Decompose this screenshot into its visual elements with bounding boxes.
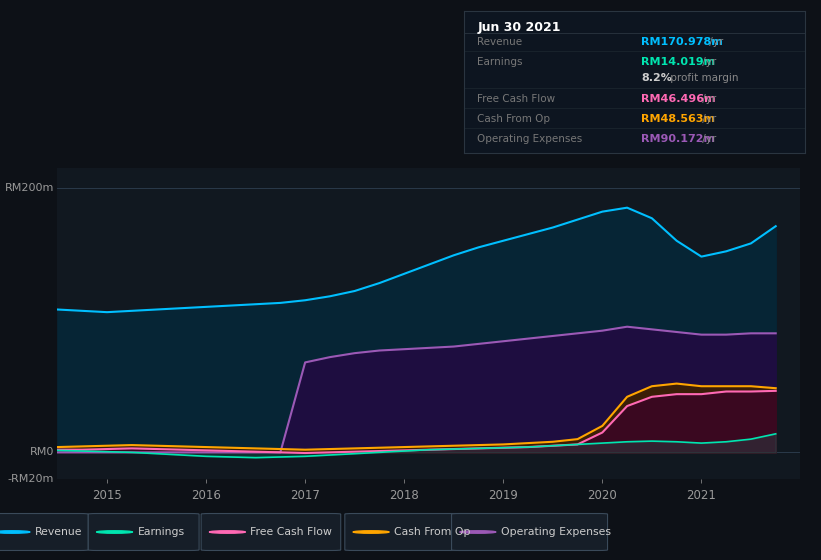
Circle shape [353,531,389,533]
Text: Cash From Op: Cash From Op [394,527,470,537]
Text: Operating Expenses: Operating Expenses [478,134,583,144]
Text: Jun 30 2021: Jun 30 2021 [478,21,561,34]
FancyBboxPatch shape [201,514,341,550]
Text: /yr: /yr [699,114,717,124]
Text: 8.2%: 8.2% [641,73,672,83]
Circle shape [0,531,30,533]
Text: RM14.019m: RM14.019m [641,57,715,67]
Text: /yr: /yr [706,37,723,47]
FancyBboxPatch shape [345,514,476,550]
Text: -RM20m: -RM20m [7,474,53,484]
Text: RM90.172m: RM90.172m [641,134,715,144]
Text: Revenue: Revenue [34,527,82,537]
Text: RM170.978m: RM170.978m [641,37,722,47]
Circle shape [460,531,496,533]
FancyBboxPatch shape [0,514,89,550]
Text: RM48.563m: RM48.563m [641,114,715,124]
Circle shape [97,531,132,533]
Text: RM0: RM0 [30,447,53,458]
Text: Free Cash Flow: Free Cash Flow [250,527,333,537]
Text: Earnings: Earnings [138,527,185,537]
FancyBboxPatch shape [89,514,200,550]
Text: /yr: /yr [699,134,717,144]
Text: profit margin: profit margin [667,73,738,83]
Circle shape [209,531,245,533]
Text: RM200m: RM200m [4,183,53,193]
Text: Free Cash Flow: Free Cash Flow [478,94,556,104]
FancyBboxPatch shape [452,514,608,550]
Text: RM46.496m: RM46.496m [641,94,716,104]
Text: Cash From Op: Cash From Op [478,114,551,124]
Text: /yr: /yr [699,94,717,104]
Text: /yr: /yr [699,57,717,67]
Text: Revenue: Revenue [478,37,523,47]
Text: Operating Expenses: Operating Expenses [501,527,611,537]
Text: Earnings: Earnings [478,57,523,67]
